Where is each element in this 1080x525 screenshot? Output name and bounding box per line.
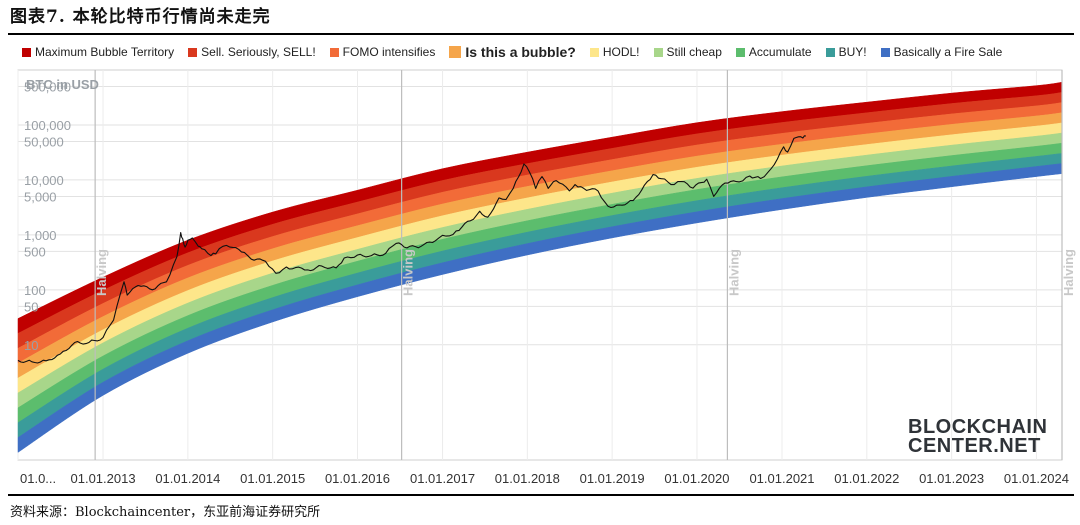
legend-item: BUY! bbox=[825, 45, 867, 59]
halving-label: Halving bbox=[94, 249, 109, 296]
btc-price-line bbox=[17, 135, 806, 364]
legend-label: Still cheap bbox=[666, 45, 722, 59]
figure-title: 图表7. 本轮比特币行情尚未走完 bbox=[10, 7, 271, 27]
blockchaincenter-logo: BLOCKCHAIN CENTER.NET bbox=[908, 416, 1048, 457]
legend-item: Basically a Fire Sale bbox=[880, 45, 1003, 59]
chart-legend: Maximum Bubble Territory Sell. Seriously,… bbox=[22, 44, 1016, 60]
y-tick-label: 50 bbox=[24, 299, 38, 314]
logo-line-2: CENTER.NET bbox=[908, 435, 1041, 457]
x-tick-label: 01.01.2015 bbox=[240, 471, 305, 486]
x-tick-label: 01.0... bbox=[20, 471, 56, 486]
legend-label: HODL! bbox=[602, 45, 640, 59]
x-tick-label: 01.01.2019 bbox=[580, 471, 645, 486]
halving-label: Halving bbox=[726, 249, 741, 296]
y-tick-label: 100 bbox=[24, 283, 46, 298]
legend-swatch bbox=[22, 47, 31, 57]
legend-item: FOMO intensifies bbox=[329, 45, 436, 59]
legend-swatch bbox=[188, 47, 198, 57]
legend-label: Maximum Bubble Territory bbox=[35, 45, 175, 59]
legend-item: Sell. Seriously, SELL! bbox=[188, 45, 316, 59]
legend-label: Is this a bubble? bbox=[465, 44, 576, 60]
source-note: 资料来源：Blockchaincenter，东亚前海证券研究所 bbox=[10, 505, 321, 520]
legend-label: FOMO intensifies bbox=[342, 45, 436, 59]
legend-label: BUY! bbox=[838, 45, 867, 59]
top-rule bbox=[8, 33, 1074, 35]
y-tick-label: 1,000 bbox=[24, 228, 57, 243]
rainbow-chart: Halving Halving Halving Halving 500,000 100,0… bbox=[17, 69, 1076, 486]
y-tick-label: 5,000 bbox=[24, 189, 57, 204]
y-axis-unit-label: BTC in USD bbox=[26, 77, 99, 92]
x-tick-label: 01.01.2022 bbox=[834, 471, 899, 486]
x-tick-label: 01.01.2013 bbox=[71, 471, 136, 486]
legend-swatch bbox=[449, 46, 462, 58]
legend-label: Accumulate bbox=[748, 45, 812, 59]
y-tick-label: 100,000 bbox=[24, 118, 71, 133]
legend-label: Sell. Seriously, SELL! bbox=[201, 45, 316, 59]
legend-swatch bbox=[653, 47, 663, 57]
legend-swatch bbox=[589, 47, 599, 57]
legend-item: Is this a bubble? bbox=[449, 44, 576, 60]
legend-label: Basically a Fire Sale bbox=[893, 45, 1003, 59]
legend-item: HODL! bbox=[589, 45, 640, 59]
bottom-rule bbox=[8, 494, 1074, 496]
legend-item: Accumulate bbox=[735, 45, 812, 59]
x-tick-label: 01.01.2021 bbox=[749, 471, 814, 486]
logo-line-1: BLOCKCHAIN bbox=[908, 416, 1048, 438]
legend-swatch bbox=[825, 47, 835, 57]
y-tick-label: 500,000 bbox=[24, 80, 71, 95]
legend-item: Still cheap bbox=[653, 45, 722, 59]
y-tick-label: 10 bbox=[24, 338, 38, 353]
legend-swatch bbox=[880, 47, 890, 57]
legend-swatch bbox=[329, 47, 339, 57]
legend-swatch bbox=[735, 47, 745, 57]
x-tick-label: 01.01.2017 bbox=[410, 471, 475, 486]
x-tick-label: 01.01.2014 bbox=[155, 471, 220, 486]
y-tick-label: 50,000 bbox=[24, 134, 64, 149]
x-tick-label: 01.01.2024 bbox=[1004, 471, 1069, 486]
x-tick-label: 01.01.2018 bbox=[495, 471, 560, 486]
y-tick-label: 10,000 bbox=[24, 173, 64, 188]
halving-label: Halving bbox=[401, 249, 416, 296]
legend-item: Maximum Bubble Territory bbox=[22, 45, 174, 59]
halving-label: Halving bbox=[1061, 249, 1076, 296]
x-tick-label: 01.01.2016 bbox=[325, 471, 390, 486]
y-tick-label: 500 bbox=[24, 244, 46, 259]
x-tick-label: 01.01.2020 bbox=[664, 471, 729, 486]
x-tick-label: 01.01.2023 bbox=[919, 471, 984, 486]
